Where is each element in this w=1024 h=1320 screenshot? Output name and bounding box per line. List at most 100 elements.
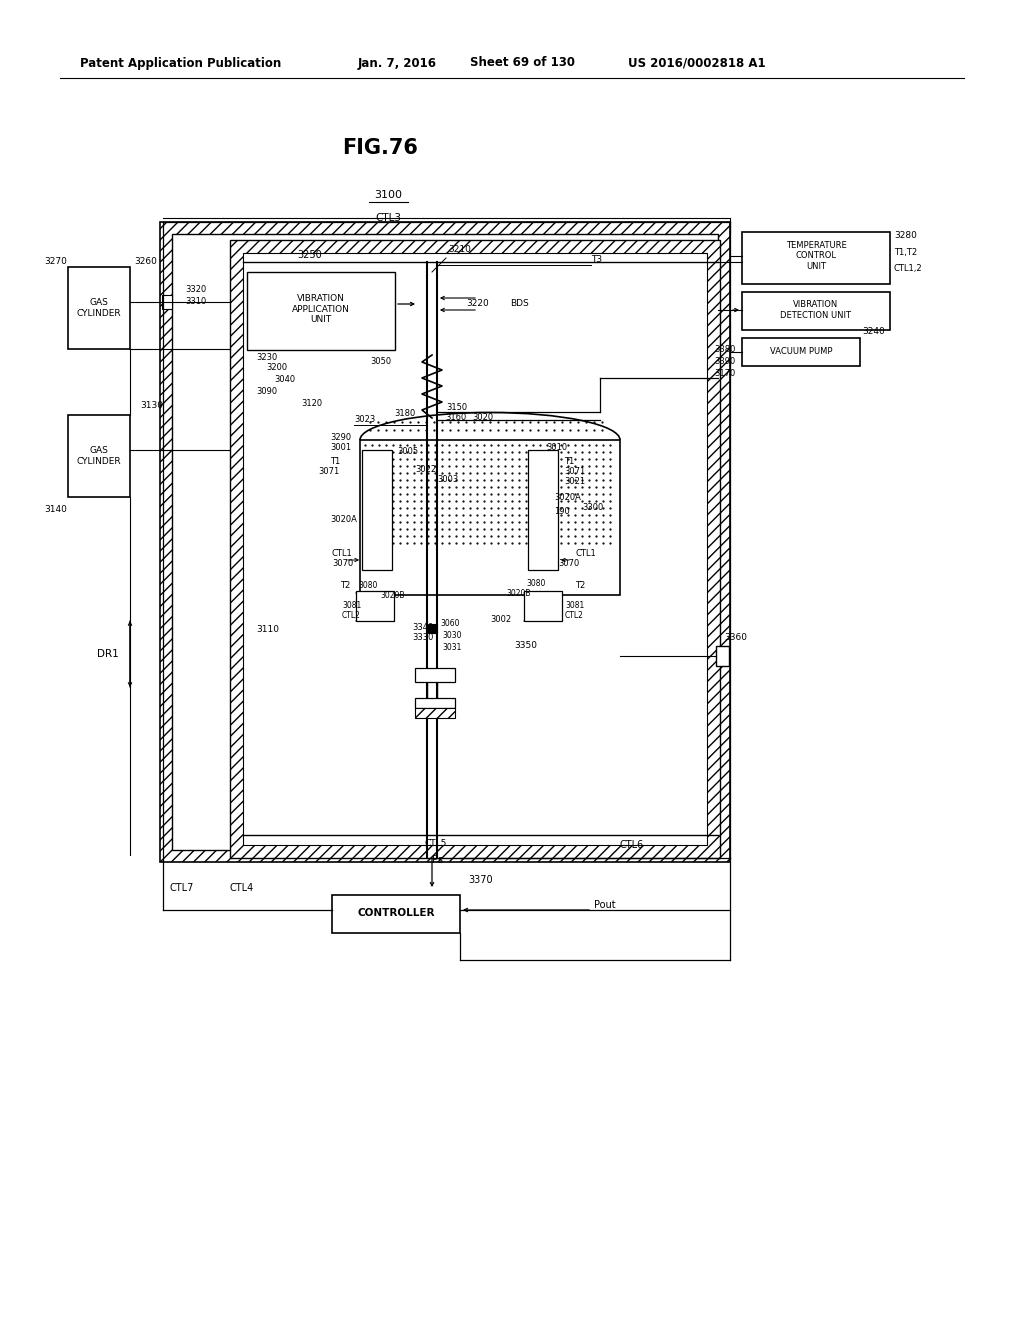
Text: 3220: 3220 <box>466 300 488 309</box>
Bar <box>247 272 395 350</box>
Text: 3020: 3020 <box>472 413 494 422</box>
Text: GAS
CYLINDER: GAS CYLINDER <box>77 446 121 466</box>
Text: CTL7: CTL7 <box>170 883 195 894</box>
Text: CTL6: CTL6 <box>620 840 644 850</box>
Text: 3320: 3320 <box>185 285 206 293</box>
Text: T1: T1 <box>564 458 574 466</box>
Text: Sheet 69 of 130: Sheet 69 of 130 <box>470 57 575 70</box>
Text: 3290: 3290 <box>330 433 351 441</box>
Text: VIBRATION
DETECTION UNIT: VIBRATION DETECTION UNIT <box>780 300 852 319</box>
Text: 3180: 3180 <box>394 408 416 417</box>
Bar <box>356 591 394 620</box>
Text: 3250: 3250 <box>297 249 322 260</box>
Text: 3020B: 3020B <box>506 590 530 598</box>
Text: CONTROLLER: CONTROLLER <box>357 908 435 917</box>
Bar <box>68 414 130 498</box>
Text: 3240: 3240 <box>862 327 885 337</box>
Text: 3071: 3071 <box>318 467 340 477</box>
Bar <box>415 668 455 682</box>
Text: CTL3: CTL3 <box>375 213 401 223</box>
Text: 3040: 3040 <box>274 375 295 384</box>
Text: T3: T3 <box>591 256 602 264</box>
Text: 3390: 3390 <box>715 358 736 367</box>
Text: 3070: 3070 <box>332 560 353 569</box>
Text: 3330: 3330 <box>412 634 433 643</box>
Text: Patent Application Publication: Patent Application Publication <box>80 57 282 70</box>
Text: CTL1,2: CTL1,2 <box>894 264 923 272</box>
Text: 3031: 3031 <box>442 643 462 652</box>
Text: 3002: 3002 <box>490 615 511 624</box>
Text: 3380: 3380 <box>715 346 736 355</box>
Text: 3022: 3022 <box>415 466 436 474</box>
Text: GAS
CYLINDER: GAS CYLINDER <box>77 298 121 318</box>
Text: 3210: 3210 <box>449 244 471 253</box>
Text: DR1: DR1 <box>97 649 119 659</box>
Bar <box>524 591 562 620</box>
Text: Jan. 7, 2016: Jan. 7, 2016 <box>358 57 437 70</box>
Text: 3260: 3260 <box>134 257 157 267</box>
Text: 3081: 3081 <box>565 601 585 610</box>
Text: CTL5: CTL5 <box>425 838 447 847</box>
Bar <box>362 450 392 570</box>
Bar <box>243 253 707 845</box>
Bar <box>230 240 720 858</box>
Text: 3100: 3100 <box>374 190 402 201</box>
Text: 3070: 3070 <box>558 560 580 569</box>
Text: T1,T2: T1,T2 <box>894 248 918 256</box>
Text: 3020A: 3020A <box>554 494 581 503</box>
Bar <box>360 440 620 595</box>
Text: 3001: 3001 <box>330 442 351 451</box>
Bar <box>160 222 730 862</box>
Text: TEMPERATURE
CONTROL
UNIT: TEMPERATURE CONTROL UNIT <box>785 242 847 271</box>
Text: 3140: 3140 <box>44 506 67 515</box>
Text: T1: T1 <box>330 458 340 466</box>
Text: 3021: 3021 <box>564 478 585 487</box>
Text: 3200: 3200 <box>266 363 287 372</box>
Text: 3150: 3150 <box>446 403 467 412</box>
Text: Ps: Ps <box>432 855 443 865</box>
Text: CTL1: CTL1 <box>575 549 597 558</box>
Text: 3060: 3060 <box>440 619 460 628</box>
Text: 3023: 3023 <box>354 416 375 425</box>
Bar <box>415 708 455 718</box>
Text: 3360: 3360 <box>724 632 746 642</box>
Bar <box>68 267 130 348</box>
Text: T2: T2 <box>575 581 586 590</box>
Bar <box>172 234 718 850</box>
Text: 3081: 3081 <box>342 601 361 610</box>
Bar <box>742 292 890 330</box>
Text: BDS: BDS <box>510 300 528 309</box>
Text: US 2016/0002818 A1: US 2016/0002818 A1 <box>628 57 766 70</box>
Text: 3300: 3300 <box>582 503 603 511</box>
Text: 3120: 3120 <box>301 399 323 408</box>
Text: CTL2: CTL2 <box>565 611 584 620</box>
Text: 3080: 3080 <box>526 579 546 589</box>
Text: 3071: 3071 <box>564 467 586 477</box>
Bar <box>332 895 460 933</box>
Bar <box>415 698 455 708</box>
Text: 3005: 3005 <box>397 446 418 455</box>
Text: 3370: 3370 <box>468 875 493 884</box>
Bar <box>716 645 729 667</box>
Text: 3110: 3110 <box>256 626 279 635</box>
Text: 3020B: 3020B <box>380 591 404 601</box>
Text: CTL2: CTL2 <box>342 611 360 620</box>
Text: T2: T2 <box>340 581 350 590</box>
Text: 3340: 3340 <box>412 623 433 632</box>
Bar <box>162 294 172 309</box>
Text: 3230: 3230 <box>256 352 278 362</box>
Bar <box>428 624 437 634</box>
Text: FIG.76: FIG.76 <box>342 139 418 158</box>
Text: CTL1: CTL1 <box>332 549 352 558</box>
Bar <box>528 450 558 570</box>
Text: VIBRATION
APPLICATION
UNIT: VIBRATION APPLICATION UNIT <box>292 294 350 323</box>
Text: 3270: 3270 <box>44 257 67 267</box>
Text: 3350: 3350 <box>514 640 537 649</box>
Text: 3130: 3130 <box>140 400 163 409</box>
Text: Pout: Pout <box>594 900 615 909</box>
Text: 3030: 3030 <box>442 631 462 640</box>
Text: 3090: 3090 <box>256 388 278 396</box>
Text: 3310: 3310 <box>185 297 206 306</box>
Bar <box>742 338 860 366</box>
Text: 3160: 3160 <box>445 413 466 422</box>
